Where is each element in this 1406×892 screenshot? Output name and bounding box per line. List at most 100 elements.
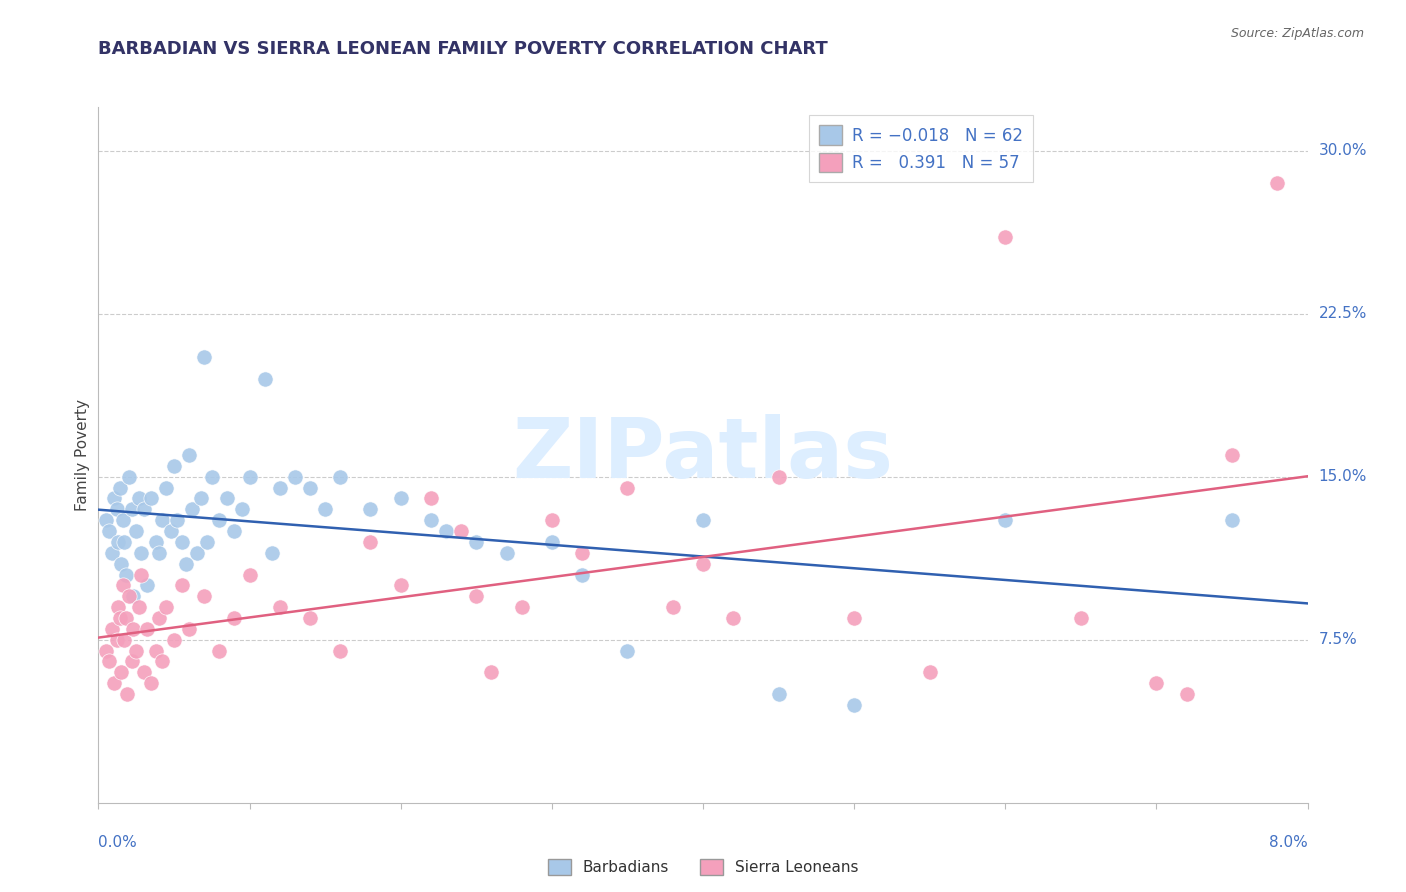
Point <box>111 578 134 592</box>
Text: 30.0%: 30.0% <box>1319 143 1367 158</box>
Point <box>107 535 129 549</box>
Point <box>329 469 352 483</box>
Point <box>284 469 307 483</box>
Point <box>111 513 134 527</box>
Point <box>224 524 246 538</box>
Legend: Barbadians, Sierra Leoneans: Barbadians, Sierra Leoneans <box>548 860 858 875</box>
Point <box>768 469 790 483</box>
Point <box>118 589 141 603</box>
Point <box>434 524 457 538</box>
Point <box>103 676 125 690</box>
Point <box>994 230 1017 244</box>
Point <box>994 513 1017 527</box>
Point <box>174 557 197 571</box>
Point <box>135 622 157 636</box>
Point <box>170 535 193 549</box>
Point <box>150 655 173 669</box>
Point <box>692 557 714 571</box>
Point <box>298 481 321 495</box>
Point <box>160 524 183 538</box>
Point <box>190 491 212 506</box>
Point <box>98 655 121 669</box>
Point <box>1070 611 1092 625</box>
Point <box>193 350 215 364</box>
Text: Source: ZipAtlas.com: Source: ZipAtlas.com <box>1230 27 1364 40</box>
Point <box>105 502 128 516</box>
Point <box>1144 676 1167 690</box>
Point <box>98 524 121 538</box>
Point <box>540 535 562 549</box>
Point <box>177 622 201 636</box>
Point <box>723 611 745 625</box>
Point <box>208 643 231 657</box>
Point <box>121 655 143 669</box>
Point <box>298 611 321 625</box>
Point <box>692 513 714 527</box>
Point <box>141 676 163 690</box>
Text: 0.0%: 0.0% <box>98 836 138 850</box>
Point <box>114 567 136 582</box>
Point <box>132 502 155 516</box>
Point <box>768 687 790 701</box>
Point <box>110 557 132 571</box>
Point <box>121 502 143 516</box>
Point <box>141 491 163 506</box>
Point <box>450 524 472 538</box>
Point <box>844 611 866 625</box>
Point <box>495 546 517 560</box>
Point <box>145 643 167 657</box>
Point <box>166 513 188 527</box>
Point <box>269 600 291 615</box>
Point <box>481 665 503 680</box>
Text: ZIPatlas: ZIPatlas <box>513 415 893 495</box>
Point <box>114 611 136 625</box>
Point <box>94 513 117 527</box>
Point <box>129 546 152 560</box>
Point <box>108 611 131 625</box>
Point <box>150 513 173 527</box>
Point <box>195 535 218 549</box>
Point <box>125 643 148 657</box>
Point <box>465 589 488 603</box>
Point <box>115 687 138 701</box>
Point <box>101 622 124 636</box>
Point <box>177 448 201 462</box>
Point <box>420 491 443 506</box>
Point <box>148 546 170 560</box>
Text: 7.5%: 7.5% <box>1319 632 1357 648</box>
Text: 22.5%: 22.5% <box>1319 306 1367 321</box>
Point <box>389 578 412 592</box>
Point <box>155 481 177 495</box>
Point <box>360 502 382 516</box>
Legend: R = −0.018   N = 62, R =   0.391   N = 57: R = −0.018 N = 62, R = 0.391 N = 57 <box>808 115 1033 182</box>
Point <box>661 600 683 615</box>
Point <box>1265 176 1288 190</box>
Point <box>135 578 157 592</box>
Point <box>329 643 352 657</box>
Point <box>208 513 231 527</box>
Point <box>540 513 562 527</box>
Point <box>163 632 186 647</box>
Point <box>112 535 135 549</box>
Point <box>1220 513 1243 527</box>
Point <box>239 567 262 582</box>
Point <box>148 611 170 625</box>
Point <box>145 535 167 549</box>
Point <box>571 567 593 582</box>
Point <box>125 524 148 538</box>
Point <box>389 491 412 506</box>
Text: BARBADIAN VS SIERRA LEONEAN FAMILY POVERTY CORRELATION CHART: BARBADIAN VS SIERRA LEONEAN FAMILY POVER… <box>98 40 828 58</box>
Point <box>118 469 141 483</box>
Point <box>314 502 336 516</box>
Point <box>108 481 131 495</box>
Y-axis label: Family Poverty: Family Poverty <box>75 399 90 511</box>
Point <box>110 665 132 680</box>
Point <box>224 611 246 625</box>
Point <box>1175 687 1198 701</box>
Point <box>193 589 215 603</box>
Point <box>239 469 262 483</box>
Point <box>107 600 129 615</box>
Point <box>231 502 253 516</box>
Point <box>918 665 941 680</box>
Point <box>360 535 382 549</box>
